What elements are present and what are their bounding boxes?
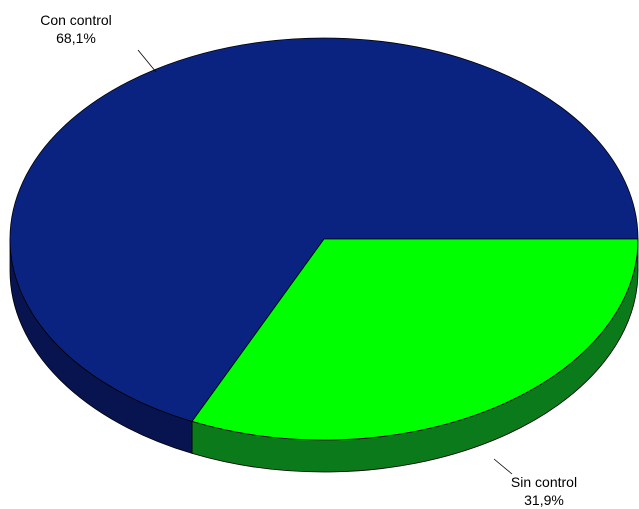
slice-label-sin-control: Sin control 31,9%	[494, 473, 594, 509]
pie-slice-con-control	[9, 37, 639, 422]
pie-slice-sin-control	[191, 238, 639, 441]
leader-line-sin-control	[493, 458, 513, 475]
pie-slices	[9, 37, 639, 441]
slice-name-con-control: Con control	[40, 12, 112, 28]
slice-percent-con-control: 68,1%	[56, 30, 96, 46]
slice-label-con-control: Con control 68,1%	[16, 11, 136, 47]
label-leader-lines	[137, 49, 513, 475]
slice-name-sin-control: Sin control	[510, 474, 578, 490]
slice-percent-sin-control: 31,9%	[524, 492, 564, 508]
leader-line-con-control	[137, 49, 157, 73]
